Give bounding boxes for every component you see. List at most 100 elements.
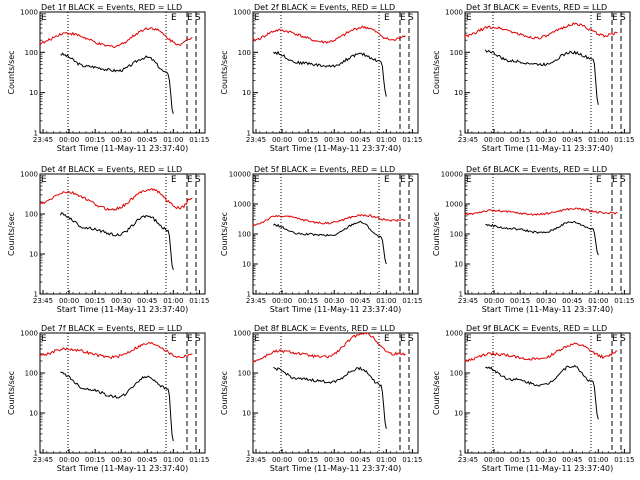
event-marker-label: E [596, 175, 602, 185]
x-tick-label: 23:45 [246, 297, 266, 305]
detector-panel-3: Det 3f BLACK = Events, RED = LLD 1 10 100 10… [432, 3, 634, 153]
y-tick-label: 100 [238, 370, 251, 378]
y-axis-label: Counts/sec [432, 50, 441, 94]
x-tick-label: 00:00 [272, 456, 292, 464]
detector-panel-6: Det 6f BLACK = Events, RED = LLD 1 10 100 10… [432, 165, 634, 314]
x-tick-label: 01:00 [588, 297, 608, 305]
lld-series-line [252, 214, 406, 227]
event-marker-label: E [466, 334, 472, 344]
x-tick-label: 01:15 [614, 297, 634, 305]
y-axis-label: Counts/sec [432, 371, 441, 415]
event-marker-label: E [187, 13, 193, 23]
event-marker-label: E [171, 175, 177, 185]
event-marker-label: E [171, 334, 177, 344]
x-axis-label: Start Time (11-May-11 23:37:40) [57, 464, 188, 473]
x-tick-label: 01:00 [163, 456, 183, 464]
event-marker-label: E [466, 13, 472, 23]
y-tick-label: 100 [25, 370, 38, 378]
event-marker-label: E [400, 334, 406, 344]
x-tick-label: 00:15 [298, 136, 318, 144]
y-tick-label: 1000 [445, 201, 463, 209]
x-tick-label: 00:45 [350, 297, 370, 305]
plot-frame [464, 173, 631, 295]
x-axis-label: Start Time (11-May-11 23:37:40) [482, 464, 613, 473]
y-tick-label: 10 [454, 410, 463, 418]
x-tick-label: 00:30 [324, 297, 344, 305]
y-tick-label: 100 [238, 231, 251, 239]
event-marker-label: E [254, 334, 260, 344]
event-marker-label: E [596, 334, 602, 344]
events-series-line [59, 212, 174, 271]
y-tick-label: 1000 [233, 201, 251, 209]
event-marker-label: E [187, 334, 193, 344]
y-axis-label: Counts/sec [7, 212, 16, 256]
x-axis-label: Start Time (11-May-11 23:37:40) [270, 144, 401, 153]
x-tick-label: 00:45 [562, 136, 582, 144]
event-marker-label: E [384, 334, 390, 344]
lld-series-line [39, 188, 193, 211]
x-tick-label: 00:30 [111, 136, 131, 144]
x-axis-label: Start Time (11-May-11 23:37:40) [57, 305, 188, 314]
events-series-line [60, 371, 174, 442]
plot-frame [464, 332, 631, 454]
panel-title: Det 8f BLACK = Events, RED = LLD [254, 324, 395, 333]
x-tick-label: 00:30 [536, 136, 556, 144]
events-series-line [484, 49, 599, 105]
x-tick-label: 01:00 [588, 136, 608, 144]
x-tick-label: 00:30 [324, 456, 344, 464]
x-tick-label: 00:15 [85, 297, 105, 305]
x-tick-label: 01:15 [402, 456, 422, 464]
event-marker-label: S [408, 334, 414, 344]
event-marker-label: E [466, 175, 472, 185]
y-tick-label: 1000 [20, 9, 38, 17]
plot-frame [252, 11, 419, 134]
y-axis-label: Counts/sec [7, 371, 16, 415]
events-series-line [60, 52, 174, 114]
y-tick-label: 1 [459, 291, 463, 299]
y-tick-label: 1 [247, 130, 251, 138]
event-marker-label: S [195, 175, 201, 185]
y-tick-label: 10 [454, 261, 463, 269]
y-tick-label: 1000 [20, 330, 38, 338]
y-tick-label: 10 [454, 89, 463, 97]
x-axis-label: Start Time (11-May-11 23:37:40) [482, 144, 613, 153]
event-marker-label: E [596, 13, 602, 23]
x-tick-label: 23:45 [458, 456, 478, 464]
x-tick-label: 01:00 [376, 136, 396, 144]
plot-frame [39, 332, 206, 454]
x-tick-label: 23:45 [458, 297, 478, 305]
y-tick-label: 1 [247, 291, 251, 299]
y-axis-label: Counts/sec [220, 212, 229, 256]
event-marker-label: E [384, 13, 390, 23]
y-tick-label: 1 [34, 130, 38, 138]
y-tick-label: 100 [450, 370, 463, 378]
events-series-line [485, 220, 599, 256]
x-tick-label: 00:45 [137, 136, 157, 144]
x-tick-label: 00:00 [272, 297, 292, 305]
x-tick-label: 00:15 [85, 456, 105, 464]
x-tick-label: 00:00 [484, 136, 504, 144]
detector-panel-1: Det 1f BLACK = Events, RED = LLD 1 10 100 10… [7, 3, 209, 153]
events-series-line [273, 220, 387, 265]
lld-series-line [464, 342, 618, 363]
y-tick-label: 10 [242, 410, 251, 418]
plot-frame [39, 173, 206, 295]
y-tick-label: 10 [242, 89, 251, 97]
x-tick-label: 00:00 [59, 456, 79, 464]
x-axis-label: Start Time (11-May-11 23:37:40) [270, 464, 401, 473]
lld-series-line [252, 25, 406, 44]
x-tick-label: 00:15 [298, 456, 318, 464]
y-tick-label: 1 [34, 450, 38, 458]
x-tick-label: 00:30 [536, 297, 556, 305]
x-tick-label: 01:00 [588, 456, 608, 464]
events-series-line [485, 364, 599, 420]
plot-frame [39, 11, 206, 134]
x-tick-label: 00:15 [85, 136, 105, 144]
x-tick-label: 00:30 [111, 297, 131, 305]
y-tick-label: 1 [247, 450, 251, 458]
event-marker-label: S [408, 13, 414, 23]
event-marker-label: S [620, 175, 626, 185]
events-series-line [273, 366, 387, 429]
lld-series-line [464, 207, 618, 216]
